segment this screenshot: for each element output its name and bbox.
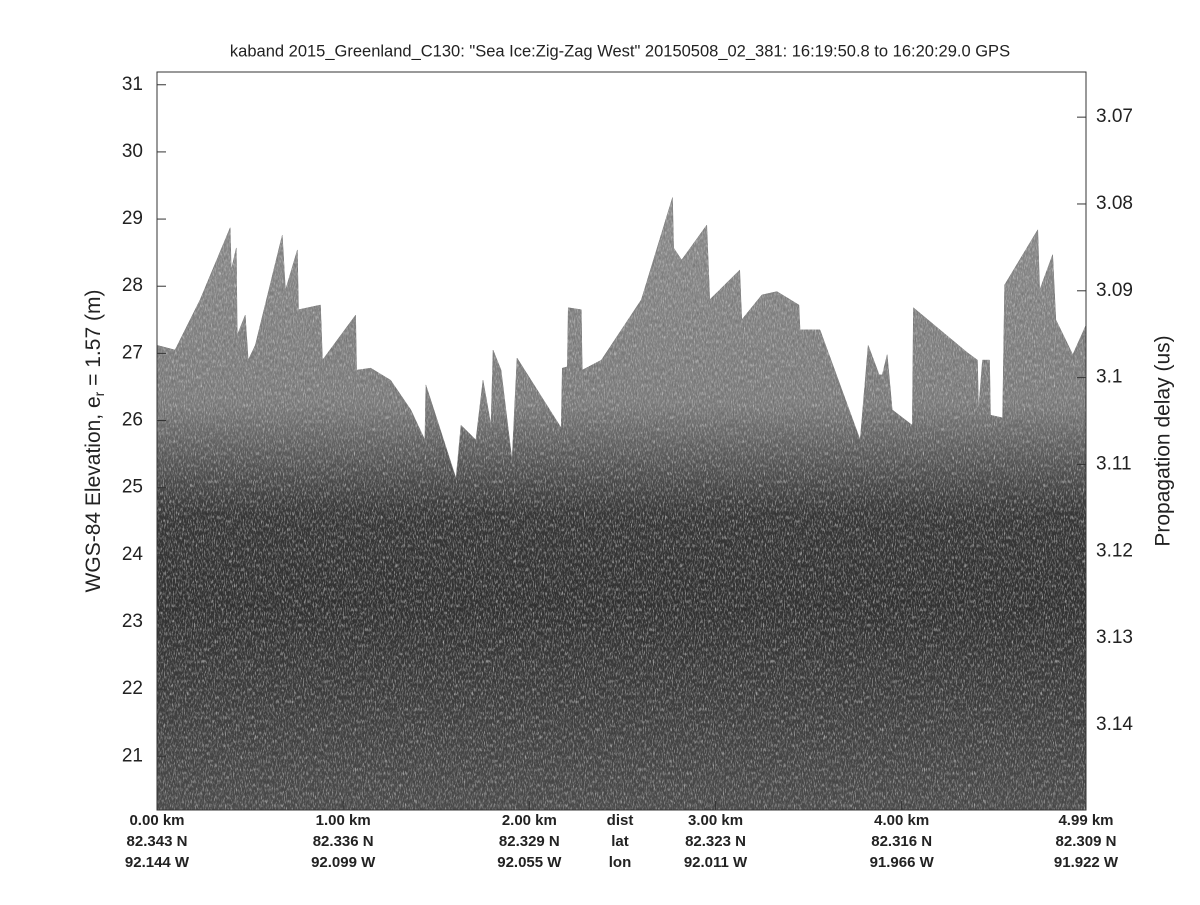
y-tick-label: 26 bbox=[122, 410, 143, 431]
y-tick-label: 25 bbox=[122, 477, 143, 498]
y-tick-label: 21 bbox=[122, 745, 143, 766]
y-tick-label: 29 bbox=[122, 208, 143, 229]
plot bbox=[156, 197, 1087, 811]
x-tick-label: 2.00 km bbox=[502, 812, 557, 829]
lon-label: 92.099 W bbox=[311, 854, 376, 871]
y2-tick-label: 3.1 bbox=[1096, 367, 1122, 388]
y2-tick-label: 3.08 bbox=[1096, 193, 1133, 214]
y-label-sub: r bbox=[91, 391, 107, 396]
lon-label: 91.922 W bbox=[1054, 854, 1119, 871]
y-label-part: = 1.57 (m) bbox=[82, 290, 105, 392]
lat-label: 82.343 N bbox=[127, 833, 188, 850]
x-tick-label: 1.00 km bbox=[316, 812, 371, 829]
lat-label: 82.323 N bbox=[685, 833, 746, 850]
chart-title: kaband 2015_Greenland_C130: "Sea Ice:Zig… bbox=[230, 42, 1010, 60]
lon-label: 91.966 W bbox=[870, 854, 935, 871]
y2-tick-label: 3.12 bbox=[1096, 540, 1133, 561]
y2-tick-label: 3.09 bbox=[1096, 280, 1133, 301]
y-tick-label: 28 bbox=[122, 275, 143, 296]
lat-label: 82.329 N bbox=[499, 833, 560, 850]
lat-label: 82.336 N bbox=[313, 833, 374, 850]
lon-label: 92.144 W bbox=[125, 854, 190, 871]
lon-label: 92.011 W bbox=[684, 854, 748, 871]
y2-tick-label: 3.14 bbox=[1096, 714, 1133, 735]
x-tick-label: 4.00 km bbox=[874, 812, 929, 829]
y-tick-label: 30 bbox=[122, 141, 143, 162]
y-tick-label: 31 bbox=[122, 74, 143, 95]
y2-tick-label: 3.07 bbox=[1096, 106, 1133, 127]
y-axis-label: WGS-84 Elevation, er = 1.57 (m) bbox=[82, 290, 107, 593]
y2-tick-label: 3.13 bbox=[1096, 627, 1133, 648]
x-tick-label: 0.00 km bbox=[129, 812, 184, 829]
y2-axis-label: Propagation delay (us) bbox=[1152, 335, 1175, 546]
lat-label: 82.316 N bbox=[871, 833, 932, 850]
row-label: dist bbox=[607, 812, 634, 829]
y-tick-label: 23 bbox=[122, 611, 143, 632]
y-label-part: WGS-84 Elevation, e bbox=[82, 396, 105, 592]
y2-tick-label: 3.11 bbox=[1096, 453, 1132, 474]
x-tick-label: 4.99 km bbox=[1058, 812, 1113, 829]
lon-label: 92.055 W bbox=[497, 854, 562, 871]
echogram bbox=[156, 197, 1087, 811]
x-tick-label: 3.00 km bbox=[688, 812, 743, 829]
y-tick-label: 22 bbox=[122, 678, 143, 699]
y-tick-label: 24 bbox=[122, 544, 144, 565]
y-tick-label: 27 bbox=[122, 342, 143, 363]
row-label: lon bbox=[609, 854, 632, 871]
plot-frame bbox=[156, 71, 1087, 811]
row-label: lat bbox=[611, 833, 629, 850]
lat-label: 82.309 N bbox=[1056, 833, 1117, 850]
